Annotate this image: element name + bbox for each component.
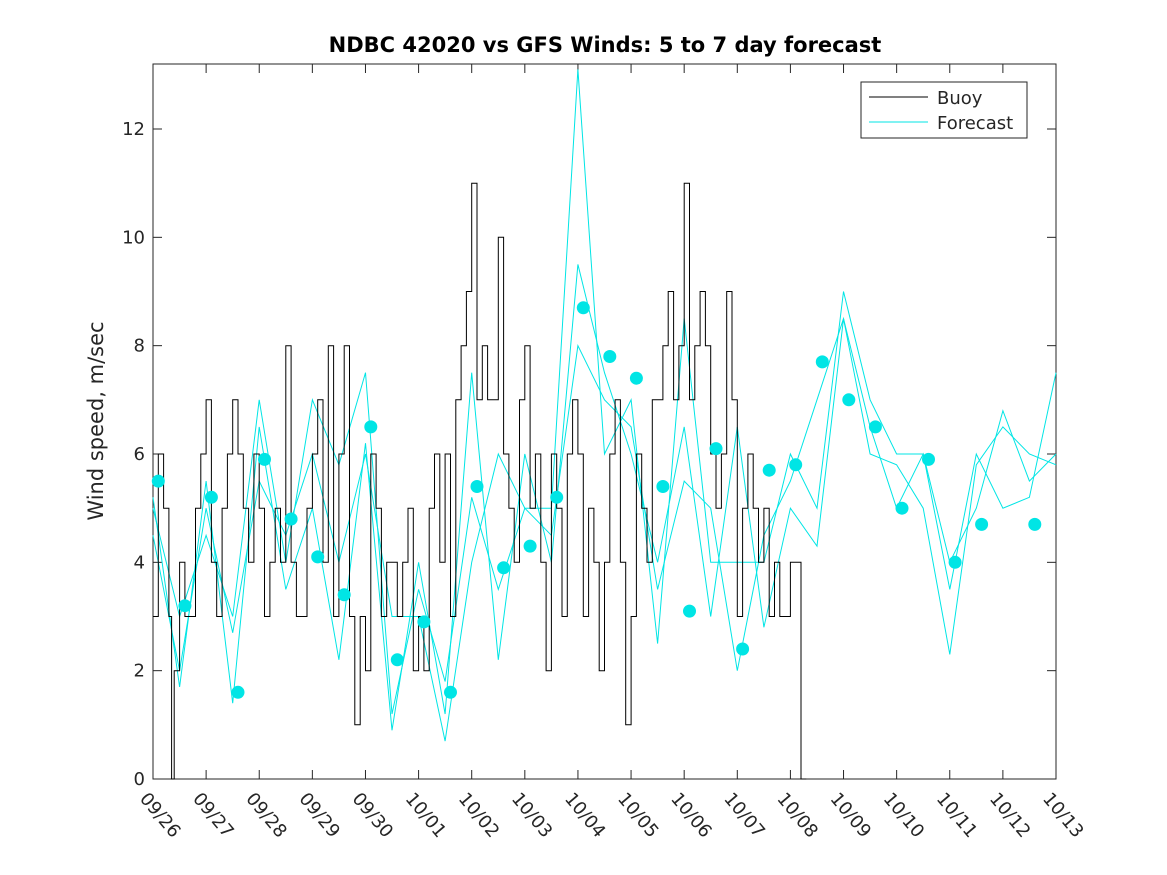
x-tick-label: 10/03 [507,789,556,842]
buoy-line-group [153,182,807,780]
forecast-point [948,555,962,569]
buoy-line [153,182,807,780]
forecast-point [390,653,404,667]
forecast-point [364,420,378,434]
forecast-series-line [152,264,1057,731]
forecast-point [550,490,564,504]
forecast-point [523,539,537,553]
x-tick-label: 10/12 [985,789,1034,842]
x-tick-label: 10/11 [932,789,981,842]
legend-buoy-label: Buoy [937,88,983,109]
forecast-point [258,452,271,466]
forecast-point [1028,517,1042,531]
forecast-point [736,642,750,656]
x-tick-label: 09/28 [241,789,290,842]
forecast-point [470,480,484,493]
forecast-point [815,355,829,369]
forecast-point [922,452,935,466]
forecast-point [975,517,989,531]
legend-forecast-label: Forecast [937,113,1013,134]
legend: Buoy Forecast [860,81,1028,139]
forecast-point [231,685,245,699]
forecast-series-line [152,316,1057,715]
x-tick-label: 10/13 [1038,789,1087,842]
forecast-point [762,463,776,477]
forecast-point [789,458,803,472]
forecast-point [656,480,670,493]
legend-box [860,81,1028,139]
x-tick-label: 09/29 [295,789,344,842]
forecast-point [337,588,351,602]
x-tick-label: 10/02 [454,789,503,842]
forecast-dots [151,301,1042,699]
x-tick-label: 10/10 [879,789,928,842]
x-tick-label: 10/04 [560,789,609,842]
forecast-point [629,371,643,385]
y-tick-label: 12 [122,119,145,140]
forecast-point [683,604,696,618]
x-tick-label: 09/26 [135,789,184,842]
forecast-point [178,599,192,613]
x-tick-label: 10/08 [773,789,822,842]
x-tick-label: 10/09 [826,789,875,842]
forecast-point [895,501,909,515]
forecast-point [709,442,723,456]
forecast-point [204,490,218,504]
forecast-point [576,301,590,315]
x-tick-label: 10/06 [666,789,715,842]
forecast-point [151,474,165,488]
x-tick-label: 09/27 [188,789,237,842]
y-tick-label: 0 [134,769,145,790]
forecast-point [284,512,298,526]
forecast-point [603,350,617,363]
forecast-point [311,550,325,564]
x-tick-label: 10/05 [613,789,662,842]
plot-area [152,63,1057,780]
x-tick-label: 09/30 [348,789,397,842]
forecast-point [417,615,431,629]
forecast-point [868,420,882,434]
y-tick-label: 4 [134,552,145,573]
x-tick-label: 10/01 [401,789,450,842]
y-axis-label: Wind speed, m/sec [84,321,108,520]
y-tick-label: 6 [134,444,145,465]
chart-title: NDBC 42020 vs GFS Winds: 5 to 7 day fore… [329,33,882,57]
forecast-point [497,561,511,575]
y-tick-label: 8 [134,336,145,357]
y-tick-label: 10 [122,227,145,248]
y-tick-label: 2 [134,661,145,682]
forecast-point [444,685,457,699]
x-tick-label: 10/07 [719,789,768,842]
forecast-series-line [152,69,1057,742]
forecast-point [842,393,856,407]
forecast-lines [152,69,1057,742]
